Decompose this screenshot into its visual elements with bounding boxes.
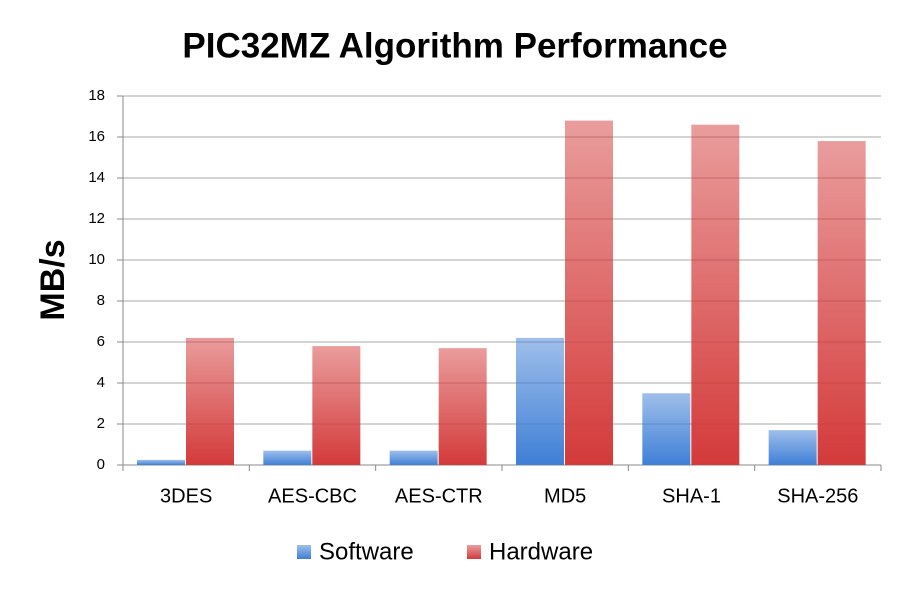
- bar: [186, 337, 234, 465]
- y-tick-label: 8: [97, 292, 105, 309]
- y-tick-label: 14: [88, 169, 105, 186]
- y-tick-label: 4: [97, 374, 105, 391]
- bar: [642, 393, 691, 465]
- bar: [768, 430, 817, 465]
- bar: [137, 459, 185, 465]
- y-tick-label: 16: [88, 128, 105, 145]
- y-tick-label: 2: [97, 415, 105, 432]
- bar: [691, 124, 740, 465]
- legend-swatch: [297, 545, 311, 559]
- x-tick-label: AES-CTR: [395, 485, 483, 507]
- bar: [438, 348, 487, 465]
- x-tick-label: SHA-256: [777, 485, 858, 507]
- bar: [312, 346, 361, 465]
- bar: [516, 337, 564, 465]
- bar: [565, 120, 613, 465]
- legend-swatch: [467, 545, 481, 559]
- x-tick-label: 3DES: [160, 485, 212, 507]
- x-tick-label: AES-CBC: [268, 485, 357, 507]
- y-tick-label: 10: [88, 251, 105, 268]
- y-axis-label: MB/s: [34, 239, 72, 320]
- bar: [389, 450, 438, 465]
- y-tick-label: 12: [88, 210, 105, 227]
- x-tick-label: SHA-1: [662, 485, 721, 507]
- chart-title: PIC32MZ Algorithm Performance: [182, 26, 727, 65]
- y-tick-label: 18: [88, 87, 105, 104]
- legend-label: Software: [319, 538, 414, 565]
- y-tick-label: 0: [97, 456, 105, 473]
- x-tick-label: MD5: [544, 485, 586, 507]
- bar: [263, 450, 312, 465]
- legend-label: Hardware: [489, 538, 593, 565]
- y-tick-label: 6: [97, 333, 105, 350]
- bar: [817, 141, 866, 465]
